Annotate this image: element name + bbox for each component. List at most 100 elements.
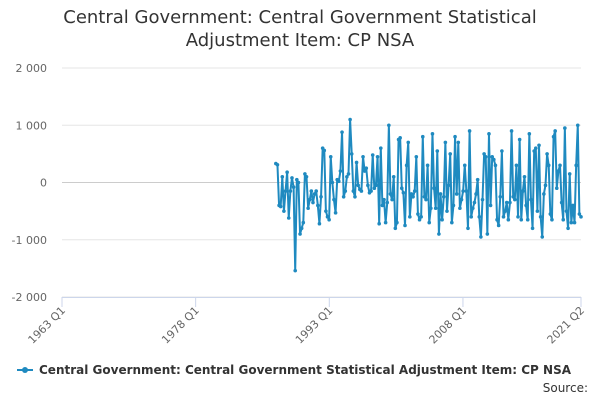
data-point-149[interactable]	[514, 163, 519, 168]
data-point-184[interactable]	[571, 203, 575, 208]
data-point-12[interactable]	[293, 268, 298, 273]
data-point-32[interactable]	[325, 215, 330, 219]
data-point-178[interactable]	[561, 217, 566, 222]
data-point-162[interactable]	[535, 209, 540, 213]
data-point-57[interactable]	[366, 183, 370, 188]
data-point-31[interactable]	[324, 209, 328, 213]
data-point-73[interactable]	[391, 174, 396, 179]
data-point-101[interactable]	[437, 232, 441, 236]
data-point-46[interactable]	[348, 117, 352, 122]
data-point-16[interactable]	[299, 226, 304, 231]
data-point-115[interactable]	[459, 197, 464, 202]
data-point-144[interactable]	[506, 217, 511, 222]
data-point-9[interactable]	[288, 189, 293, 193]
data-point-5[interactable]	[282, 209, 286, 213]
legend-item[interactable]: Central Government: Central Government S…	[17, 363, 571, 377]
data-point-95[interactable]	[427, 220, 432, 225]
data-point-188[interactable]	[577, 212, 582, 216]
data-point-121[interactable]	[469, 215, 474, 219]
data-point-172[interactable]	[551, 134, 556, 139]
data-point-181[interactable]	[566, 226, 570, 231]
data-point-11[interactable]	[291, 185, 296, 189]
data-point-145[interactable]	[508, 200, 512, 205]
data-point-103[interactable]	[440, 217, 444, 222]
data-point-155[interactable]	[524, 203, 528, 208]
data-point-174[interactable]	[554, 186, 559, 191]
data-point-85[interactable]	[411, 195, 415, 199]
data-point-34[interactable]	[328, 154, 333, 159]
data-point-68[interactable]	[383, 220, 388, 225]
data-point-18[interactable]	[303, 172, 307, 176]
data-point-126[interactable]	[477, 215, 482, 219]
data-point-169[interactable]	[546, 163, 551, 168]
data-point-127[interactable]	[479, 235, 483, 239]
data-point-102[interactable]	[438, 192, 443, 196]
data-point-74[interactable]	[393, 226, 398, 231]
data-point-105[interactable]	[443, 140, 448, 145]
data-point-104[interactable]	[441, 195, 446, 199]
data-point-97[interactable]	[430, 132, 435, 136]
data-point-15[interactable]	[298, 232, 302, 236]
data-point-47[interactable]	[349, 152, 354, 156]
data-point-35[interactable]	[330, 180, 335, 185]
data-point-77[interactable]	[398, 136, 402, 140]
data-point-175[interactable]	[556, 169, 561, 173]
data-point-161[interactable]	[533, 146, 538, 150]
data-point-87[interactable]	[414, 154, 419, 159]
data-point-65[interactable]	[378, 146, 383, 150]
data-point-36[interactable]	[332, 197, 336, 202]
data-point-40[interactable]	[338, 169, 343, 173]
data-point-122[interactable]	[471, 206, 475, 211]
data-point-135[interactable]	[492, 157, 496, 162]
data-point-108[interactable]	[448, 152, 453, 156]
data-point-177[interactable]	[559, 200, 564, 205]
data-point-61[interactable]	[372, 186, 377, 191]
data-point-54[interactable]	[361, 154, 365, 159]
data-point-182[interactable]	[567, 172, 572, 176]
data-point-110[interactable]	[451, 203, 456, 208]
data-point-147[interactable]	[511, 195, 515, 199]
data-point-186[interactable]	[574, 163, 578, 168]
data-point-164[interactable]	[538, 215, 543, 219]
data-point-25[interactable]	[314, 189, 319, 193]
data-point-81[interactable]	[404, 163, 409, 168]
data-point-26[interactable]	[316, 203, 320, 208]
data-point-27[interactable]	[317, 221, 322, 226]
data-point-55[interactable]	[362, 169, 367, 173]
data-point-41[interactable]	[340, 130, 344, 134]
data-point-96[interactable]	[429, 206, 433, 211]
data-point-100[interactable]	[435, 149, 440, 153]
data-point-1[interactable]	[275, 162, 280, 167]
data-point-84[interactable]	[409, 192, 414, 196]
data-point-138[interactable]	[496, 223, 501, 228]
data-point-63[interactable]	[375, 154, 380, 159]
data-point-146[interactable]	[509, 129, 514, 133]
data-point-124[interactable]	[474, 192, 478, 196]
data-point-39[interactable]	[337, 179, 341, 184]
data-point-157[interactable]	[527, 132, 532, 136]
data-point-136[interactable]	[493, 163, 498, 168]
data-point-129[interactable]	[482, 152, 486, 156]
data-point-114[interactable]	[458, 206, 462, 211]
data-point-53[interactable]	[359, 189, 364, 193]
data-point-154[interactable]	[522, 174, 527, 179]
data-point-116[interactable]	[461, 189, 465, 193]
data-point-118[interactable]	[464, 189, 469, 193]
data-point-28[interactable]	[319, 195, 323, 199]
data-point-140[interactable]	[500, 149, 504, 153]
data-point-112[interactable]	[454, 192, 459, 196]
data-point-20[interactable]	[306, 206, 310, 211]
data-point-70[interactable]	[387, 123, 391, 128]
data-point-141[interactable]	[501, 215, 506, 219]
data-point-67[interactable]	[382, 197, 386, 202]
data-point-78[interactable]	[399, 186, 404, 191]
data-point-152[interactable]	[519, 217, 524, 222]
data-point-45[interactable]	[346, 172, 351, 176]
data-point-60[interactable]	[370, 153, 375, 157]
data-point-86[interactable]	[412, 189, 417, 193]
data-point-148[interactable]	[513, 197, 517, 202]
data-point-106[interactable]	[445, 209, 449, 213]
data-point-23[interactable]	[311, 200, 315, 205]
data-point-64[interactable]	[377, 221, 381, 226]
data-point-183[interactable]	[569, 220, 574, 225]
